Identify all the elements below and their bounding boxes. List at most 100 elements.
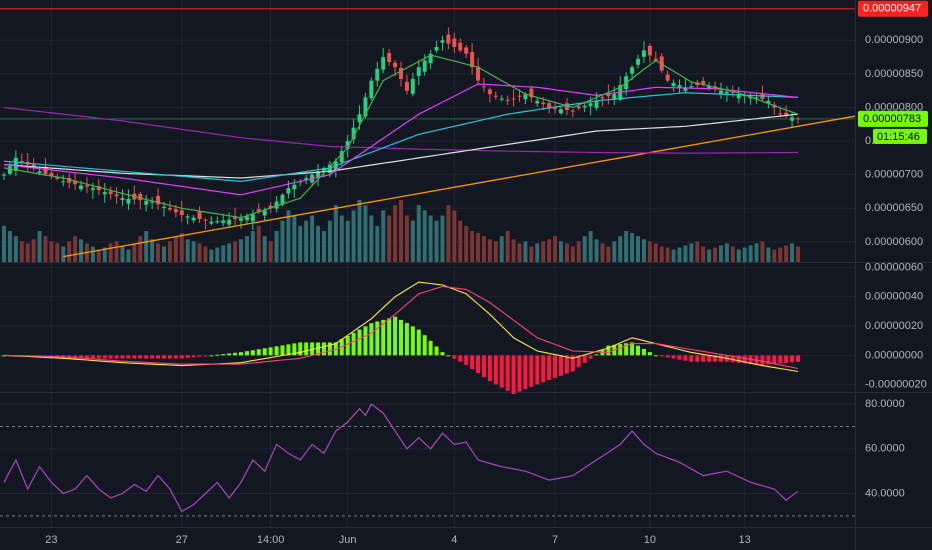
candle[interactable] xyxy=(167,200,172,212)
candle[interactable] xyxy=(547,100,552,114)
candle[interactable] xyxy=(683,78,688,93)
candle[interactable] xyxy=(108,186,113,200)
candle[interactable] xyxy=(636,54,641,69)
candle[interactable] xyxy=(410,72,415,97)
candle[interactable] xyxy=(606,84,611,105)
candle[interactable] xyxy=(440,35,445,51)
candle[interactable] xyxy=(156,188,161,210)
candle[interactable] xyxy=(404,74,409,95)
candle[interactable] xyxy=(203,218,208,230)
candle[interactable] xyxy=(339,145,344,166)
candle[interactable] xyxy=(564,97,569,116)
candle[interactable] xyxy=(120,189,125,206)
candle[interactable] xyxy=(179,200,184,222)
candle[interactable] xyxy=(399,61,403,87)
macd-histogram-bar xyxy=(138,355,143,359)
volume-bar xyxy=(558,241,563,262)
candle[interactable] xyxy=(582,102,587,113)
volume-bar xyxy=(49,241,54,262)
candle[interactable] xyxy=(13,150,18,176)
candle[interactable] xyxy=(434,41,439,53)
candle[interactable] xyxy=(221,213,226,227)
candle[interactable] xyxy=(191,214,196,224)
volume-bar xyxy=(659,246,664,262)
candle[interactable] xyxy=(209,216,214,226)
candle[interactable] xyxy=(487,87,492,103)
candle[interactable] xyxy=(274,196,279,213)
candle[interactable] xyxy=(250,209,255,230)
candle[interactable] xyxy=(138,191,143,210)
candle-body xyxy=(2,174,6,176)
candle[interactable] xyxy=(499,95,504,102)
candle[interactable] xyxy=(505,95,510,105)
candle-body xyxy=(280,194,285,205)
candle[interactable] xyxy=(452,32,457,54)
candle[interactable] xyxy=(185,213,190,225)
candle[interactable] xyxy=(446,27,451,50)
macd-histogram-bar xyxy=(558,355,563,376)
macd-histogram-bar xyxy=(256,349,261,356)
candle[interactable] xyxy=(517,89,522,102)
candle[interactable] xyxy=(600,95,605,107)
macd-histogram-bar xyxy=(150,355,155,359)
candle[interactable] xyxy=(529,85,534,103)
candle[interactable] xyxy=(511,89,516,107)
candle[interactable] xyxy=(671,79,676,92)
candle[interactable] xyxy=(150,197,155,209)
candle[interactable] xyxy=(766,95,771,109)
candle[interactable] xyxy=(470,43,475,75)
candle[interactable] xyxy=(458,38,463,53)
candle[interactable] xyxy=(718,82,723,99)
candle[interactable] xyxy=(641,41,646,63)
macd-histogram-bar xyxy=(695,355,700,362)
candle[interactable] xyxy=(61,175,66,187)
candle[interactable] xyxy=(476,57,481,86)
candle[interactable] xyxy=(114,187,119,204)
candle[interactable] xyxy=(677,79,682,94)
candle-body xyxy=(529,88,534,98)
candle[interactable] xyxy=(464,44,469,59)
candle[interactable] xyxy=(558,107,563,115)
candle[interactable] xyxy=(256,203,261,215)
candle[interactable] xyxy=(215,216,220,224)
candle[interactable] xyxy=(493,91,498,100)
volume-bar xyxy=(209,249,214,262)
candle[interactable] xyxy=(393,60,398,76)
candle[interactable] xyxy=(387,48,392,67)
candle[interactable] xyxy=(227,212,232,229)
candle[interactable] xyxy=(102,182,107,203)
candle[interactable] xyxy=(416,60,421,86)
price-pane[interactable] xyxy=(0,8,856,262)
candle[interactable] xyxy=(665,70,670,83)
candle[interactable] xyxy=(316,164,321,187)
candle[interactable] xyxy=(197,206,202,223)
candle[interactable] xyxy=(570,109,575,118)
candle[interactable] xyxy=(428,49,433,70)
candle[interactable] xyxy=(481,78,486,93)
candle-body xyxy=(185,216,190,218)
candle[interactable] xyxy=(239,213,244,229)
candle[interactable] xyxy=(369,77,374,101)
candle[interactable] xyxy=(144,195,149,212)
candle[interactable] xyxy=(375,61,380,87)
candle[interactable] xyxy=(49,170,54,180)
candle[interactable] xyxy=(67,173,72,189)
candle[interactable] xyxy=(84,176,89,194)
candle[interactable] xyxy=(2,172,6,180)
candle[interactable] xyxy=(345,134,350,158)
candle-body xyxy=(167,207,172,210)
volume-bar xyxy=(161,246,166,262)
candle[interactable] xyxy=(381,47,386,74)
candle[interactable] xyxy=(351,118,356,144)
rsi-pane[interactable] xyxy=(0,403,855,517)
candle[interactable] xyxy=(126,189,131,211)
candle[interactable] xyxy=(647,43,652,63)
volume-bar xyxy=(618,236,623,262)
candle[interactable] xyxy=(535,96,540,107)
macd-pane[interactable] xyxy=(2,281,800,395)
candle[interactable] xyxy=(754,92,759,104)
candle[interactable] xyxy=(19,153,24,166)
candle[interactable] xyxy=(796,116,800,124)
candle[interactable] xyxy=(630,65,635,81)
